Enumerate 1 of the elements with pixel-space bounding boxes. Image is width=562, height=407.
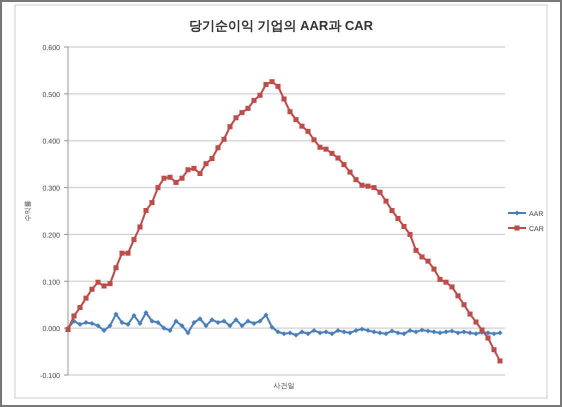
chart-title: 당기순이익 기업의 AAR과 CAR xyxy=(188,18,374,33)
